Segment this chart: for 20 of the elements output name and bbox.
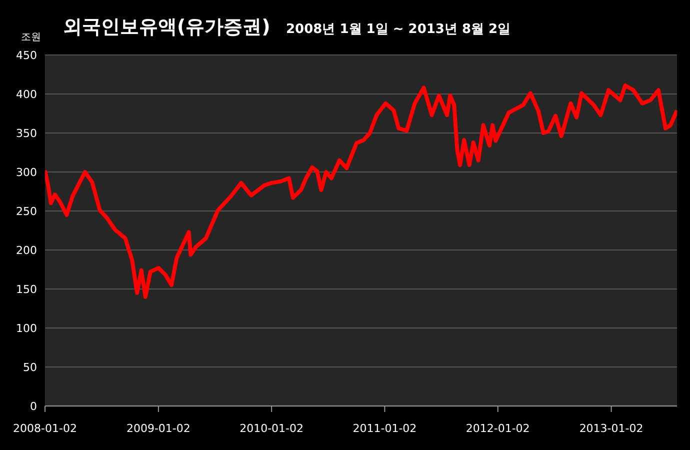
x-tick-label: 2011-01-02 xyxy=(352,422,417,435)
x-tick-label: 2009-01-02 xyxy=(126,422,190,435)
y-tick-label: 250 xyxy=(16,204,37,218)
y-axis-title: 조원 xyxy=(21,31,41,44)
y-tick-label: 400 xyxy=(16,88,37,101)
x-tick-label: 2012-01-02 xyxy=(466,422,530,435)
chart-subtitle: 2008년 1월 1일 ~ 2013년 8월 2일 xyxy=(286,21,511,38)
x-tick-label: 2013-01-02 xyxy=(579,422,644,435)
y-tick-label: 450 xyxy=(16,48,37,62)
y-tick-label: 300 xyxy=(16,166,37,179)
y-tick-label: 200 xyxy=(16,244,37,257)
line-series xyxy=(45,83,677,299)
y-tick-label: 0 xyxy=(30,400,37,413)
x-tick-label: 2010-01-02 xyxy=(240,422,304,435)
chart-title: 외국인보유액(유가증권) xyxy=(63,15,270,40)
x-tick-label: 2008-01-02 xyxy=(13,422,77,435)
y-tick-label: 350 xyxy=(16,126,37,140)
y-tick-label: 150 xyxy=(16,282,37,296)
y-tick-label: 100 xyxy=(16,322,37,335)
y-tick-label: 50 xyxy=(23,360,37,374)
